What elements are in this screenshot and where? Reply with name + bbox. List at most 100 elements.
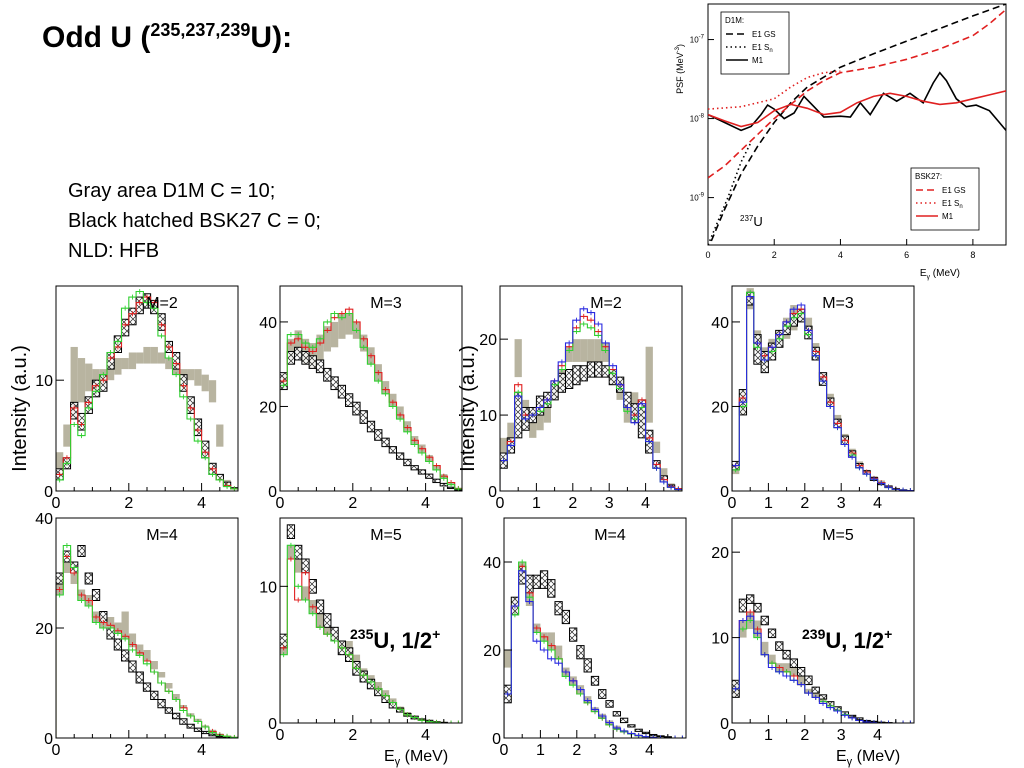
hist-xtick-label: 2 <box>124 495 133 512</box>
psf-legend-label-text: M1 <box>942 212 954 221</box>
hatched-band-bin <box>554 601 563 616</box>
gray-band-bin <box>106 617 115 628</box>
panel-multiplicity-label: M=2 <box>590 295 622 312</box>
hist-xtick-label: 0 <box>52 495 61 512</box>
hatched-band-bin <box>352 401 361 416</box>
hist-plot-group <box>732 594 914 723</box>
isotope-label: U, 1/2 <box>825 628 884 653</box>
psf-legend-label: E1 Sn <box>752 43 773 54</box>
isotope-mass: 239 <box>802 626 826 642</box>
hatched-band-bin <box>323 613 332 628</box>
gray-band-bin <box>216 424 224 447</box>
hist-plot-group <box>280 306 462 491</box>
hist-ytick-label: 40 <box>483 555 501 572</box>
isotope-mass: 235 <box>350 626 374 642</box>
gray-band-bin <box>316 334 324 360</box>
hist-xtick-label: 3 <box>609 742 618 759</box>
psf-legend-label: E1 Sn <box>942 199 963 210</box>
hist-frame <box>731 285 915 492</box>
hist-xlabel-sub: γ <box>395 756 401 768</box>
hatched-band-bin <box>193 418 203 437</box>
step-histogram-line <box>56 544 238 738</box>
gray-band-bin <box>70 346 78 419</box>
hatched-band-bin <box>201 730 210 735</box>
hatched-band-bin <box>294 346 303 361</box>
psf-legend-label-text: E1 GS <box>942 186 966 195</box>
hist-xtick-label: 0 <box>52 742 61 759</box>
gray-band-bin <box>514 339 522 378</box>
psf-legend-label-text: M1 <box>752 56 764 65</box>
histogram-u235-m5: 0 2 4 0 10 M=5 Eγ (MeV) 235U, 1/2+ <box>259 517 463 768</box>
hist-frame <box>279 285 463 492</box>
hist-xlabel-unit: (MeV) <box>852 748 900 765</box>
hatched-band-bin <box>767 628 777 639</box>
gray-band-bin <box>790 667 798 677</box>
hatched-band-bin <box>91 589 101 601</box>
gray-band-bin <box>782 663 791 672</box>
hist-xlabel-e: E <box>384 748 395 765</box>
gray-band-bin <box>572 339 581 362</box>
hist-xtick-label: 4 <box>197 742 206 759</box>
gray-band-bin <box>301 586 310 600</box>
gray-band-bin <box>367 675 375 682</box>
gray-band-bin <box>150 661 158 670</box>
hatched-band-bin <box>612 711 621 717</box>
gray-band-bin <box>645 346 653 423</box>
psf-ytick-label: 10-7 <box>690 35 705 45</box>
hatched-band-bin <box>337 384 347 399</box>
hist-xtick-label: 4 <box>873 727 882 744</box>
gray-band-bin <box>201 374 209 392</box>
hist-xtick-label: 4 <box>421 727 430 744</box>
hist-ytick-label: 0 <box>492 731 501 748</box>
note-line-2: Black hatched BSK27 C = 0; <box>68 210 321 232</box>
hatched-band-bin <box>797 666 806 677</box>
psf-ytick-exp: -9 <box>699 193 705 199</box>
isotope-annotation: 235U, 1/2+ <box>350 626 440 653</box>
hatched-band-bin <box>121 649 130 662</box>
hist-xlabel-sub: γ <box>847 756 853 768</box>
hatched-band-bin <box>113 335 123 353</box>
gray-band-bin <box>345 313 353 335</box>
hatched-band-bin <box>818 694 828 700</box>
gray-band-bin <box>136 644 144 656</box>
hatched-band-bin <box>142 682 152 692</box>
isotope-parity: + <box>432 626 440 642</box>
gray-band-bin <box>587 339 595 362</box>
psf-annotation-base: U <box>753 214 762 229</box>
psf-series-line <box>708 8 1006 179</box>
psf-legend-label: M1 <box>942 212 954 221</box>
hist-xtick-label: 1 <box>536 742 545 759</box>
hist-xtick-label: 0 <box>496 495 505 512</box>
hatched-band-bin <box>753 602 762 613</box>
psf-chart: 0 2 4 6 810-910-810-7Eγ (MeV)PSF (MeV-3)237U… <box>675 3 1007 281</box>
panel-multiplicity-label: M=5 <box>822 527 854 544</box>
psf-legend-label-sub: n <box>769 48 772 54</box>
gray-band-bin <box>287 338 295 360</box>
hatched-band-bin <box>128 307 137 326</box>
hatched-band-bin <box>308 355 317 369</box>
step-histogram-line <box>500 308 682 491</box>
panel-multiplicity-label: M=4 <box>146 527 178 544</box>
gray-band-bin <box>381 690 390 696</box>
gray-band-bin <box>504 650 512 668</box>
hatched-band-bin <box>308 579 317 594</box>
hatched-band-bin <box>569 627 578 642</box>
hist-ytick-label: 0 <box>720 484 729 501</box>
psf-xtick-label: 4 <box>838 250 843 260</box>
psf-xlabel-sub: γ <box>927 274 931 281</box>
gray-band-bin <box>543 407 551 423</box>
psf-series-group <box>708 4 1006 245</box>
hist-xtick-label: 2 <box>572 742 581 759</box>
hist-xtick-label: 2 <box>568 495 577 512</box>
psf-ylabel-base: PSF (MeV <box>675 52 685 94</box>
psf-ytick-label: 10-8 <box>690 114 705 124</box>
hatched-band-bin <box>601 365 610 378</box>
hatched-band-bin <box>775 641 784 651</box>
gray-band-bin <box>660 468 668 476</box>
hatched-band-bin <box>113 638 123 651</box>
hatched-band-bin <box>345 393 354 407</box>
psf-legend-label-text: E1 S <box>752 43 769 52</box>
